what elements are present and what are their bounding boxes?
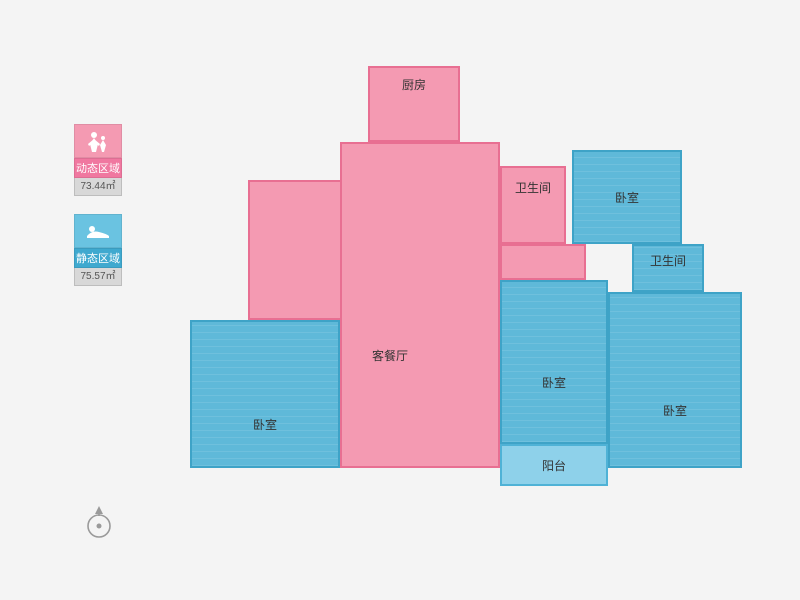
compass <box>84 504 114 540</box>
room-label-bed_tr: 卧室 <box>615 189 639 206</box>
room-bed_mid: 卧室 <box>500 280 608 444</box>
legend-dynamic-value: 73.44㎡ <box>74 178 122 196</box>
legend-static-label: 静态区域 <box>74 248 122 268</box>
room-bed_left: 卧室 <box>190 320 340 468</box>
people-icon <box>86 130 110 152</box>
legend-dynamic-label: 动态区域 <box>74 158 122 178</box>
room-label-kitchen: 厨房 <box>402 76 426 93</box>
room-label-bed_right: 卧室 <box>663 402 687 419</box>
legend-dynamic-icon-box <box>74 124 122 158</box>
room-label-bed_mid: 卧室 <box>542 374 566 391</box>
room-bed_tr: 卧室 <box>572 150 682 244</box>
legend-block-static: 静态区域 75.57㎡ <box>74 214 134 286</box>
floorplan-stage: 厨房客餐厅卫生间卧室卫生间卧室卧室卧室阳台 <box>190 60 750 540</box>
sleep-icon <box>85 222 111 240</box>
room-label-bed_left: 卧室 <box>253 416 277 433</box>
room-bed_right: 卧室 <box>608 292 742 468</box>
room-bath2: 卫生间 <box>632 244 704 292</box>
room-label-living: 客餐厅 <box>372 347 408 364</box>
room-label-balcony: 阳台 <box>542 457 566 474</box>
room-balcony: 阳台 <box>500 444 608 486</box>
legend-block-dynamic: 动态区域 73.44㎡ <box>74 124 134 196</box>
legend-static-value: 75.57㎡ <box>74 268 122 286</box>
room-corridor <box>500 244 586 280</box>
room-label-bath1: 卫生间 <box>515 179 551 196</box>
room-kitchen: 厨房 <box>368 66 460 142</box>
room-living: 客餐厅 <box>340 142 500 468</box>
legend: 动态区域 73.44㎡ 静态区域 75.57㎡ <box>74 124 134 304</box>
legend-static-icon-box <box>74 214 122 248</box>
room-label-bath2: 卫生间 <box>650 252 686 269</box>
room-living_ext <box>248 180 342 320</box>
room-bath1: 卫生间 <box>500 166 566 244</box>
